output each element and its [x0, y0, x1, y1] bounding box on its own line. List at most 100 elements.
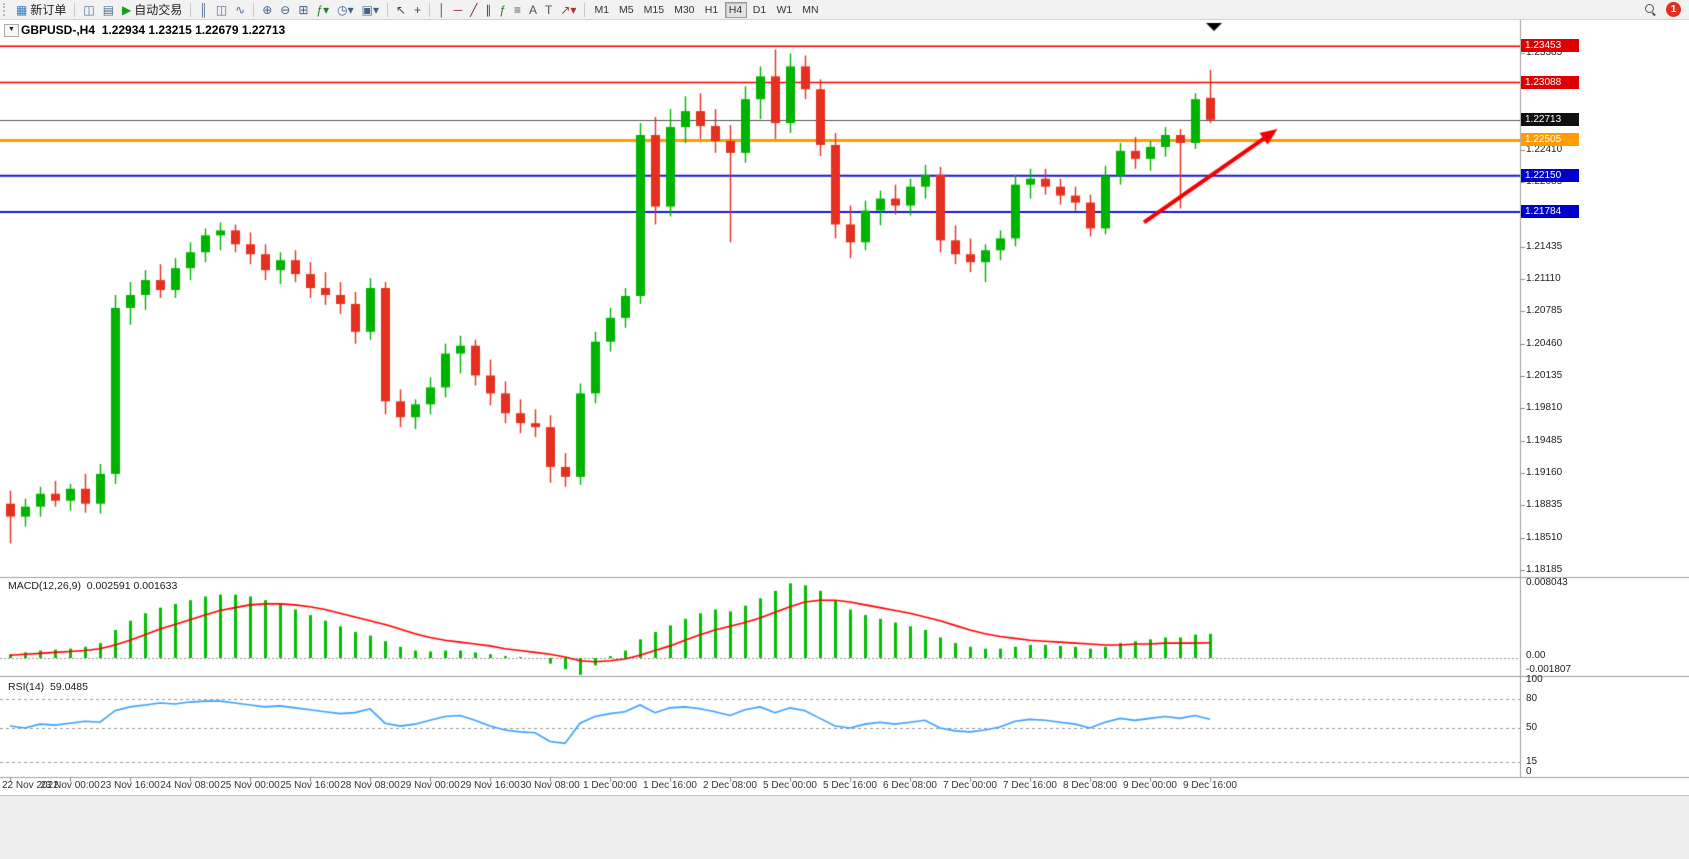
toolbar-separator [190, 2, 192, 17]
charts-list-button[interactable]: ◫ [79, 1, 98, 18]
timeframe-toolbar: M1 M5 M15 M30 H1 H4 D1 W1 MN [589, 1, 823, 18]
date-axis-label: 1 Dec 00:00 [583, 780, 637, 791]
timeframe-mn-button[interactable]: MN [798, 2, 822, 18]
macd-axis-label: -0.001807 [1526, 664, 1572, 675]
toolbar-separator [584, 2, 586, 17]
date-axis-label: 23 Nov 16:00 [100, 780, 160, 791]
arrows-icon: ↗▾ [560, 2, 577, 17]
channel-button[interactable]: ∥ [481, 1, 495, 18]
zoom-in-button[interactable]: ⊕ [258, 1, 276, 18]
templates-icon: ▣▾ [361, 2, 379, 17]
price-tick-label: 1.23385 [1526, 47, 1563, 58]
price-tick-label: 1.20135 [1526, 370, 1563, 381]
zoom-out-icon: ⊖ [280, 2, 291, 17]
price-tag[interactable]: 1.22150 [1521, 168, 1579, 182]
toolbar-separator [429, 2, 431, 17]
indicators-icon: ƒ▾ [316, 2, 330, 17]
timeframe-m1-button[interactable]: M1 [590, 2, 613, 18]
timeframe-h4-button[interactable]: H4 [724, 1, 747, 18]
rsi-value: 59.0485 [50, 681, 88, 693]
price-tag[interactable]: 1.22505 [1521, 133, 1579, 147]
shapes-icon: ≡ [514, 2, 522, 17]
timeframe-m30-button[interactable]: M30 [670, 2, 698, 18]
crosshair-button[interactable]: + [410, 1, 425, 18]
indicators-button[interactable]: ƒ▾ [312, 1, 333, 18]
search-icon[interactable] [1644, 3, 1657, 16]
vertical-line-button[interactable]: │ [434, 1, 450, 18]
trendline-icon: ╱ [470, 2, 478, 17]
trendline-button[interactable]: ╱ [466, 1, 481, 18]
price-tick-label: 1.21110 [1526, 273, 1561, 285]
rsi-axis-label: 0 [1526, 766, 1532, 777]
arrows-button[interactable]: ↗▾ [556, 1, 580, 18]
line-chart-button[interactable]: ∿ [231, 1, 249, 18]
one-click-trading-toggle[interactable]: ▼ [4, 24, 19, 37]
zoom-out-button[interactable]: ⊖ [276, 1, 294, 18]
price-tick-label: 1.19160 [1526, 466, 1563, 478]
date-axis-label: 5 Dec 16:00 [823, 780, 877, 791]
date-axis-label: 25 Nov 00:00 [220, 780, 280, 791]
auto-trading-button[interactable]: ▶ 自动交易 [118, 1, 186, 18]
price-tick-label: 1.19810 [1526, 402, 1563, 414]
rsi-indicator-label: RSI(14) 59.0485 [8, 681, 88, 693]
tile-windows-button[interactable]: ⊞ [294, 1, 312, 18]
date-axis-label: 29 Nov 16:00 [460, 780, 520, 791]
bar-chart-button[interactable]: ║ [195, 1, 212, 18]
timeframe-w1-button[interactable]: W1 [773, 2, 797, 18]
price-tick-label: 1.18835 [1526, 499, 1563, 511]
date-axis-label: 5 Dec 00:00 [763, 780, 817, 791]
auto-trading-button-label: 自动交易 [134, 3, 183, 17]
price-tick-label: 1.18185 [1526, 563, 1563, 575]
crosshair-icon: + [414, 2, 422, 17]
horizontal-line-button[interactable]: ─ [450, 1, 467, 18]
price-tag[interactable]: 1.23453 [1521, 39, 1579, 53]
price-tag[interactable]: 1.23088 [1521, 75, 1579, 89]
date-axis-label: 8 Dec 08:00 [1063, 780, 1117, 791]
fibonacci-button[interactable]: ƒ [495, 1, 510, 18]
timeframe-m5-button[interactable]: M5 [615, 2, 638, 18]
price-tick-label: 1.22410 [1526, 143, 1563, 155]
timeframe-m15-button[interactable]: M15 [640, 2, 668, 18]
horizontal-line-icon: ─ [453, 2, 463, 17]
date-axis-label: 7 Dec 00:00 [943, 780, 997, 791]
new-order-button[interactable]: ▦ 新订单 [12, 1, 70, 18]
timeframe-h1-button[interactable]: H1 [701, 2, 723, 18]
channel-icon: ∥ [485, 2, 492, 17]
date-axis-label: 23 Nov 00:00 [40, 780, 100, 791]
new-order-icon: ▦ [16, 2, 28, 17]
periods-button[interactable]: ◷▾ [333, 1, 358, 18]
cursor-button[interactable]: ↖ [392, 1, 410, 18]
cursor-icon: ↖ [395, 2, 407, 17]
date-axis-label: 6 Dec 08:00 [883, 780, 937, 791]
date-axis-label: 1 Dec 16:00 [643, 780, 697, 791]
periods-icon: ◷▾ [337, 2, 354, 17]
profiles-button[interactable]: ▤ [99, 1, 118, 18]
date-axis-label: 9 Dec 00:00 [1123, 780, 1177, 791]
date-axis-label: 9 Dec 16:00 [1183, 780, 1237, 791]
timeframe-d1-button[interactable]: D1 [749, 2, 771, 18]
zoom-in-icon: ⊕ [262, 2, 273, 17]
date-axis-label: 30 Nov 08:00 [520, 780, 580, 791]
bar-chart-icon: ║ [199, 2, 208, 17]
templates-button[interactable]: ▣▾ [358, 1, 383, 18]
label-button[interactable]: T [541, 1, 556, 18]
toolbar-separator [386, 2, 388, 17]
candlestick-chart-button[interactable]: ◫ [212, 1, 231, 18]
date-axis-label: 25 Nov 16:00 [280, 780, 340, 791]
macd-values: 0.002591 0.001633 [86, 580, 178, 592]
profiles-icon: ▤ [102, 2, 115, 17]
macd-indicator-label: MACD(12,26,9) 0.002591 0.001633 [8, 580, 177, 592]
price-tag[interactable]: 1.21784 [1521, 205, 1579, 219]
price-tick-label: 1.21435 [1526, 240, 1563, 252]
window-bottom-area [0, 795, 1689, 859]
shapes-button[interactable]: ≡ [510, 1, 525, 18]
charts-list-icon: ◫ [83, 2, 95, 17]
date-axis-label: 24 Nov 08:00 [160, 780, 220, 791]
notification-badge[interactable]: 1 [1666, 2, 1681, 17]
price-tick-label: 1.19485 [1526, 434, 1563, 446]
toolbar: ▦ 新订单 ◫ ▤ ▶ 自动交易 ║ ◫ ∿ ⊕ ⊖ ⊞ ƒ▾ ◷▾ ▣▾ ↖ + │ ─ ╱ ∥ ƒ ≡ A T ↗▾ M1 M5… [0, 0, 1689, 20]
text-button[interactable]: A [525, 1, 541, 18]
chart-symbol-period: GBPUSD-,H4 [21, 23, 96, 37]
